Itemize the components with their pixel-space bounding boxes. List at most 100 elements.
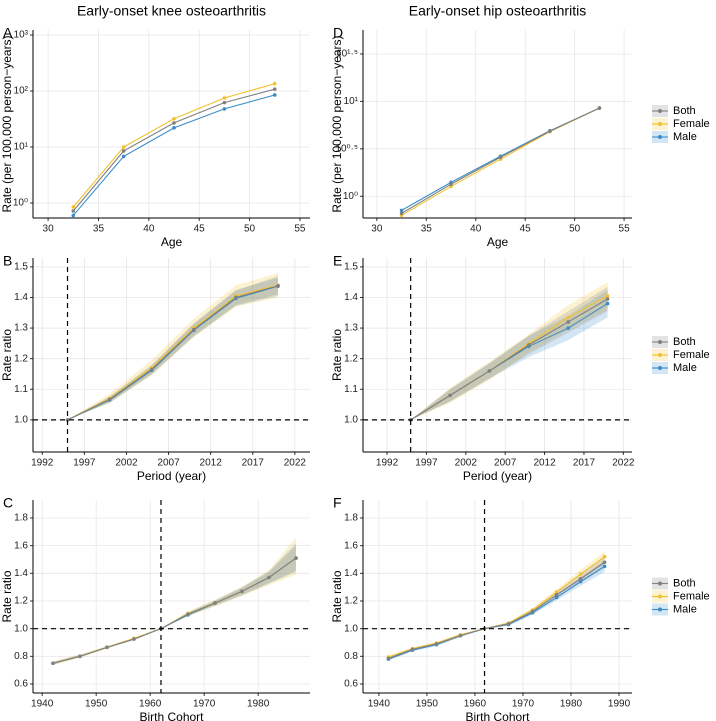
- x-tick-label: 35: [421, 224, 433, 235]
- panel-letter: B: [3, 253, 12, 269]
- point: [240, 589, 244, 594]
- x-axis-title: Age: [161, 235, 183, 249]
- panel: 1.0 1.1 1.2 1.3 1.4 1.5 1992 1997 2002 2007 2012 20…: [0, 253, 310, 483]
- point: [267, 575, 271, 580]
- x-tick-label: 50: [244, 224, 256, 235]
- y-tick-label: 1.8: [344, 513, 358, 524]
- legend-dot: [658, 594, 662, 599]
- legend-label: Female: [673, 349, 710, 361]
- x-tick-label: 2007: [494, 458, 517, 469]
- x-tick-label: 2002: [455, 458, 478, 469]
- y-tick-label: 10⁰: [13, 198, 28, 209]
- x-tick-label: 30: [371, 224, 383, 235]
- legend-dot: [658, 581, 662, 586]
- point: [578, 572, 583, 576]
- y-tick-label: 0.6: [14, 679, 28, 690]
- y-axis-title: Rate (per 100,000 person−years): [330, 35, 344, 212]
- x-tick-label: 55: [294, 224, 306, 235]
- legend-dot: [658, 122, 662, 126]
- point: [498, 155, 503, 160]
- x-tick-label: 1970: [193, 699, 216, 710]
- point: [602, 554, 607, 559]
- y-axis-title: Rate ratio: [0, 570, 14, 622]
- y-tick-label: 1.6: [344, 540, 358, 551]
- legend-dot: [658, 340, 662, 344]
- point: [234, 295, 238, 300]
- point: [566, 315, 570, 320]
- y-tick-label: 1.8: [14, 513, 28, 524]
- y-tick-label: 10¹·⁵: [336, 49, 358, 60]
- legend-label: Female: [673, 118, 710, 130]
- series-line: [72, 94, 275, 216]
- y-tick-label: 1.0: [14, 623, 28, 634]
- x-tick-label: 45: [520, 224, 532, 235]
- y-tick-label: 1.4: [344, 292, 358, 303]
- point: [132, 637, 136, 641]
- point: [487, 369, 492, 373]
- panel: 10⁰ 10¹ 10² 10³ 30 35 40 45 50 55 Early-onset knee…: [0, 3, 310, 249]
- ci-band: [410, 289, 608, 420]
- point: [222, 100, 227, 105]
- ci-band: [67, 272, 279, 420]
- point: [222, 96, 227, 100]
- x-tick-label: 1980: [247, 699, 270, 710]
- panel: 0.6 0.8 1.0 1.2 1.4 1.6 1.8 1940 1950 1960 1970 198…: [0, 495, 310, 721]
- series-line: [72, 83, 275, 208]
- series-line: [388, 556, 605, 658]
- point: [65, 418, 70, 422]
- panel: 0.6 0.8 1.0 1.2 1.4 1.6 1.8 1940 1950 1960 1970 198…: [330, 495, 710, 721]
- panel: 10⁰ 10⁰·⁵ 10¹ 10¹·⁵ 30 35 40 45 50 55 Early-onset …: [330, 3, 710, 249]
- x-axis-title: Period (year): [137, 469, 206, 483]
- series-line: [67, 284, 279, 421]
- x-tick-label: 35: [93, 224, 105, 235]
- legend-dot: [658, 109, 662, 113]
- x-tick-label: 30: [43, 224, 55, 235]
- legend-label: Both: [673, 336, 696, 348]
- legend-label: Both: [673, 577, 696, 589]
- y-tick-label: 1.6: [14, 540, 28, 551]
- ci-band: [52, 545, 296, 665]
- y-tick-label: 1.4: [14, 568, 28, 579]
- x-tick-label: 1960: [464, 699, 487, 710]
- point: [272, 87, 277, 91]
- y-tick-label: 1.1: [14, 384, 28, 395]
- legend-dot: [658, 353, 662, 357]
- y-axis-title: Rate ratio: [0, 329, 14, 381]
- y-tick-label: 1.1: [344, 384, 358, 395]
- series-line: [52, 557, 297, 664]
- point: [554, 590, 559, 594]
- y-tick-label: 10⁰: [343, 191, 358, 202]
- y-tick-label: 1.2: [344, 353, 358, 364]
- ci-band: [52, 542, 296, 665]
- point: [530, 609, 535, 614]
- legend-dot: [658, 607, 662, 612]
- x-tick-label: 2012: [533, 458, 556, 469]
- legend-dot: [658, 135, 662, 139]
- legend-label: Female: [673, 590, 710, 602]
- x-tick-label: 2007: [157, 458, 180, 469]
- point: [213, 601, 217, 605]
- point: [448, 393, 452, 398]
- point: [399, 211, 404, 216]
- y-tick-label: 1.4: [14, 292, 28, 303]
- ci-band: [67, 277, 279, 420]
- x-tick-label: 2022: [612, 458, 635, 469]
- point: [272, 81, 277, 86]
- y-tick-label: 1.0: [14, 415, 28, 426]
- x-tick-label: 50: [569, 224, 581, 235]
- y-tick-label: 1.2: [14, 596, 28, 607]
- point: [410, 647, 415, 652]
- point: [605, 301, 610, 306]
- point: [71, 213, 76, 218]
- point: [602, 560, 607, 565]
- panel-title: Early-onset hip osteoarthritis: [409, 3, 586, 19]
- y-tick-label: 1.2: [14, 353, 28, 364]
- y-tick-label: 10¹: [344, 96, 359, 107]
- point: [458, 633, 463, 638]
- y-tick-label: 1.0: [344, 415, 358, 426]
- point: [105, 645, 109, 650]
- point: [222, 107, 227, 111]
- x-tick-label: 1997: [73, 458, 96, 469]
- x-tick-label: 1992: [31, 458, 54, 469]
